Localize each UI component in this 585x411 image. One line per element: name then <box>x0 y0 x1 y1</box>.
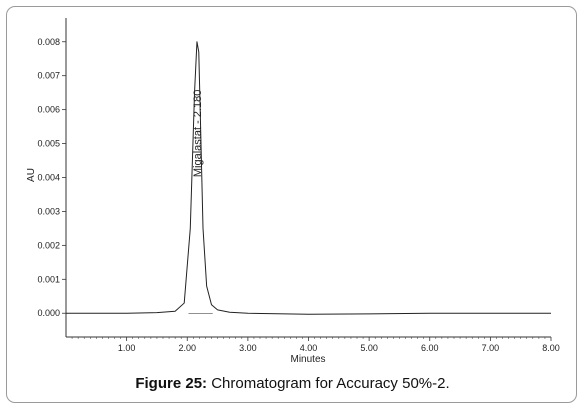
caption-text: Chromatogram for Accuracy 50%-2. <box>211 375 450 392</box>
y-axis-label: AU <box>26 168 37 182</box>
y-tick-label: 0.002 <box>37 240 60 250</box>
y-tick-label: 0.008 <box>37 37 60 47</box>
y-tick-label: 0.007 <box>37 71 60 81</box>
x-axis-label: Minutes <box>290 354 325 365</box>
y-tick-label: 0.000 <box>37 308 60 318</box>
x-tick-label: 6.00 <box>421 343 439 353</box>
series-group <box>66 41 551 315</box>
y-tick-label: 0.005 <box>37 139 60 149</box>
x-tick-label: 3.00 <box>239 343 257 353</box>
y-tick-label: 0.004 <box>37 173 60 183</box>
chromatogram-trace <box>66 41 551 315</box>
figure-caption: Figure 25: Chromatogram for Accuracy 50%… <box>0 375 585 392</box>
caption-label: Figure 25: <box>135 375 208 392</box>
y-tick-label: 0.006 <box>37 105 60 115</box>
x-tick-label: 4.00 <box>300 343 318 353</box>
x-tick-label: 8.00 <box>542 343 560 353</box>
axes <box>65 18 551 338</box>
ticks: 1.00 2.00 3.00 4.00 5.00 6.00 7.00 8.00 0.000 0.0… <box>37 37 559 353</box>
x-tick-label: 5.00 <box>360 343 378 353</box>
peak-label: Migalastat - 2.180 <box>192 90 204 177</box>
x-tick-label: 7.00 <box>482 343 500 353</box>
y-tick-label: 0.003 <box>37 206 60 216</box>
annotations: Migalastat - 2.180 <box>188 90 213 314</box>
x-tick-label: 1.00 <box>118 343 136 353</box>
x-tick-label: 2.00 <box>178 343 196 353</box>
y-tick-label: 0.001 <box>37 274 60 284</box>
